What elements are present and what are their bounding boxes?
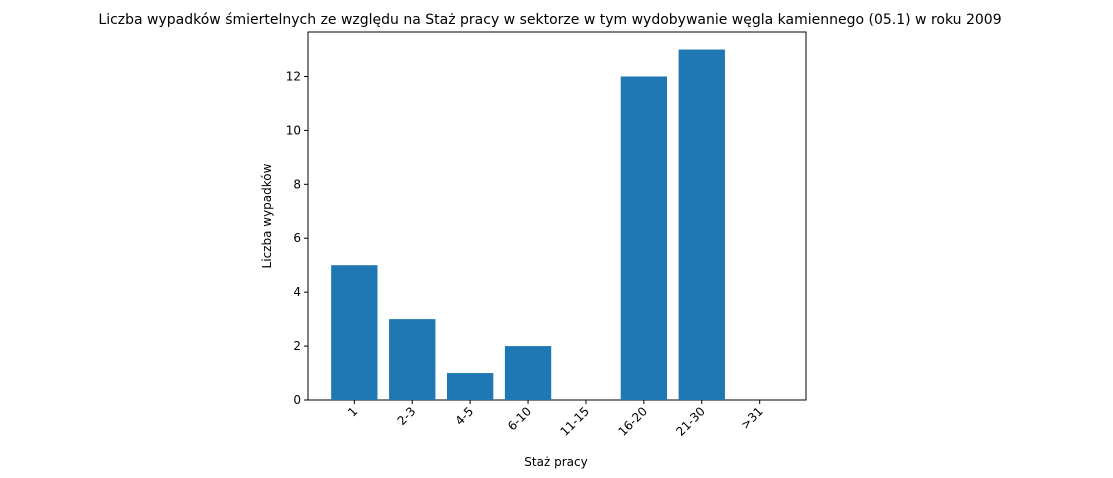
y-axis-label: Liczba wypadków <box>260 163 274 268</box>
bar <box>331 265 378 400</box>
x-tick-label: >31 <box>738 404 766 432</box>
x-tick-label: 6-10 <box>505 404 534 433</box>
bar <box>620 76 668 400</box>
x-tick-label: 11-15 <box>558 404 593 439</box>
y-tick-label: 10 <box>286 123 301 137</box>
y-axis-ticks: 0 2 4 6 8 10 12 <box>286 69 308 407</box>
plot-frame <box>307 31 807 401</box>
y-tick-label: 4 <box>293 285 301 299</box>
x-tick-label: 21-30 <box>673 404 708 439</box>
bar <box>678 49 725 401</box>
y-tick-label: 0 <box>293 393 301 407</box>
x-tick-label: 2-3 <box>395 404 419 428</box>
x-tick-label: 16-20 <box>615 404 650 439</box>
bars <box>331 49 725 401</box>
bar <box>504 346 552 400</box>
x-axis-ticks: 1 2-3 4-5 6-10 11-15 16-20 21-30 >31 <box>345 400 766 439</box>
x-tick-label: 4-5 <box>452 404 476 428</box>
bar <box>446 373 494 400</box>
chart-title: Liczba wypadków śmiertelnych ze względu … <box>98 12 1001 28</box>
y-tick-label: 12 <box>286 69 301 83</box>
y-tick-label: 6 <box>293 231 301 245</box>
y-tick-label: 8 <box>293 177 301 191</box>
y-tick-label: 2 <box>293 339 301 353</box>
x-axis-label: Staż pracy <box>524 455 587 469</box>
x-tick-label: 1 <box>345 404 360 419</box>
plot-area <box>307 31 807 401</box>
bar <box>389 319 436 400</box>
